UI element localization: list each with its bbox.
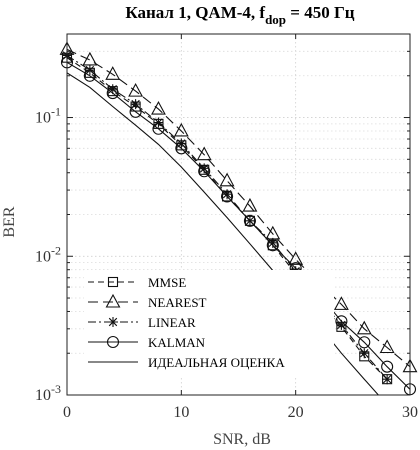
data-point-star <box>382 374 393 385</box>
data-point-triangle <box>288 251 304 265</box>
data-point-triangle <box>219 172 235 187</box>
data-point-triangle <box>105 66 121 80</box>
legend-marker-star <box>108 317 118 327</box>
tick-labels: 0 10 20 30 10-1 10-2 10-3 <box>35 105 418 421</box>
chart-title-subscript: dop <box>265 12 286 27</box>
data-point-circle <box>83 69 96 82</box>
legend-marker-circle <box>106 335 120 349</box>
series-line-kalman <box>67 61 410 390</box>
x-tick-label: 20 <box>288 404 304 421</box>
legend-marker-triangle <box>105 293 121 308</box>
data-point-triangle <box>242 197 258 212</box>
data-point-circle <box>266 239 279 252</box>
data-point-circle <box>221 190 234 203</box>
axis-ticks <box>66 33 411 396</box>
data-point-circle <box>175 142 188 155</box>
data-point-circle <box>106 87 119 100</box>
data-point-circle <box>129 105 142 118</box>
legend-label: MMSE <box>148 275 186 290</box>
x-tick-label: 30 <box>402 404 418 421</box>
y-tick-label: 10-1 <box>35 105 61 127</box>
data-point-circle <box>335 315 348 328</box>
x-tick-label: 0 <box>63 404 71 421</box>
data-point-star <box>222 189 233 200</box>
x-tick-label: 10 <box>173 404 189 421</box>
data-point-star <box>244 215 255 226</box>
data-point-triangle <box>128 82 144 97</box>
legend-label: KALMAN <box>148 335 206 350</box>
data-point-star <box>199 163 210 174</box>
data-point-circle <box>381 360 394 373</box>
data-point-star <box>176 138 187 149</box>
data-point-triangle <box>82 51 98 66</box>
chart-title-tail: = 450 Гц <box>286 3 355 22</box>
data-point-star <box>130 99 141 110</box>
data-point-star <box>267 237 278 248</box>
legend-label: LINEAR <box>148 315 196 330</box>
legend-label: NEAREST <box>148 295 207 310</box>
chart-title: Канал 1, QAM-4, fdop = 450 Гц <box>125 3 354 27</box>
data-point-triangle <box>379 339 395 354</box>
chart-title-main: Канал 1, QAM-4, f <box>125 3 265 22</box>
data-point-circle <box>152 122 165 135</box>
y-tick-label: 10-2 <box>35 243 61 265</box>
data-point-circle <box>358 336 371 349</box>
data-point-circle <box>198 165 211 178</box>
data-point-star <box>153 117 164 128</box>
legend: MMSE NEAREST LINEAR KALMAN ИДЕАЛЬНАЯ ОЦЕНКА <box>84 270 334 376</box>
legend-marker-square <box>107 276 119 288</box>
data-point-triangle <box>173 122 189 137</box>
data-point-triangle <box>356 320 372 335</box>
data-point-star <box>336 319 347 330</box>
data-point-circle <box>243 214 256 227</box>
x-axis-label: SNR, dB <box>213 431 271 448</box>
data-point-triangle <box>333 296 349 310</box>
series-markers <box>59 41 418 396</box>
series-line-nearest <box>67 48 410 368</box>
y-tick-label: 10-3 <box>35 382 61 404</box>
y-axis-label: BER <box>1 206 18 237</box>
data-point-star <box>359 348 370 359</box>
legend-label: ИДЕАЛЬНАЯ ОЦЕНКА <box>148 355 285 370</box>
legend-box <box>84 270 334 376</box>
data-point-star <box>107 84 118 95</box>
data-point-triangle <box>196 146 212 161</box>
data-point-triangle <box>151 100 166 115</box>
